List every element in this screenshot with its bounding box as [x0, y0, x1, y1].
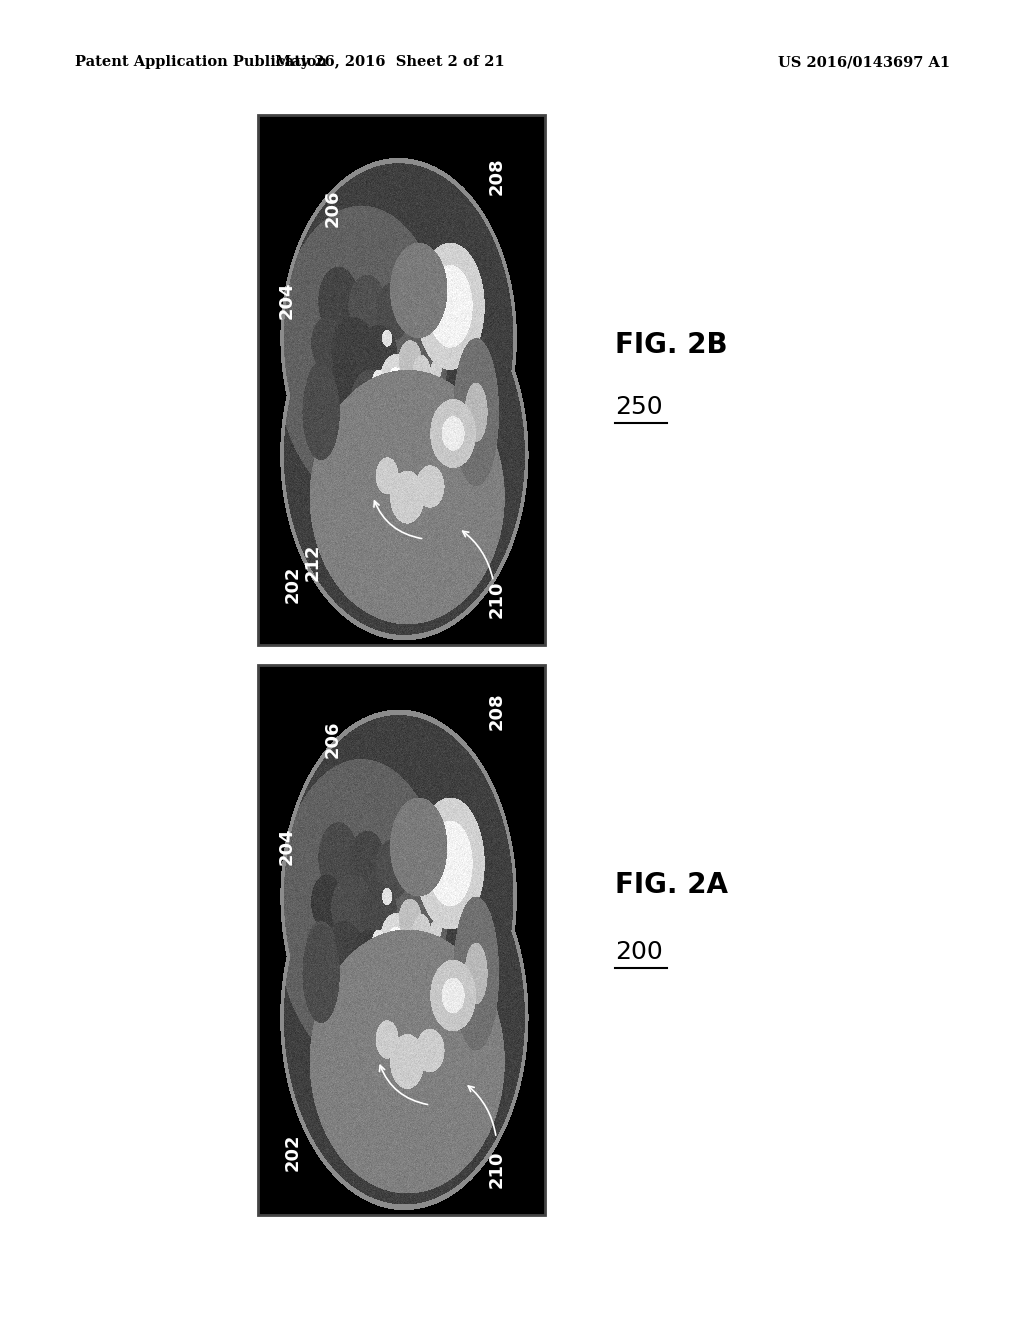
Text: 250: 250: [615, 395, 663, 418]
Text: 208: 208: [487, 693, 505, 730]
Text: 208: 208: [487, 157, 505, 195]
Text: Patent Application Publication: Patent Application Publication: [75, 55, 327, 69]
Text: US 2016/0143697 A1: US 2016/0143697 A1: [778, 55, 950, 69]
Bar: [258, 665, 545, 1214]
Text: 200: 200: [615, 940, 663, 964]
Text: 204: 204: [278, 281, 296, 319]
Bar: [258, 115, 545, 645]
Text: FIG. 2A: FIG. 2A: [615, 871, 728, 899]
Text: 202: 202: [284, 565, 301, 603]
Text: 204: 204: [278, 828, 296, 865]
Text: May 26, 2016  Sheet 2 of 21: May 26, 2016 Sheet 2 of 21: [275, 55, 505, 69]
Text: 206: 206: [324, 189, 342, 227]
Text: 210: 210: [487, 581, 505, 619]
Text: 206: 206: [324, 719, 342, 758]
Text: 202: 202: [284, 1134, 301, 1171]
Text: FIG. 2B: FIG. 2B: [615, 331, 728, 359]
Text: 210: 210: [487, 1151, 505, 1188]
Text: 212: 212: [303, 544, 322, 581]
